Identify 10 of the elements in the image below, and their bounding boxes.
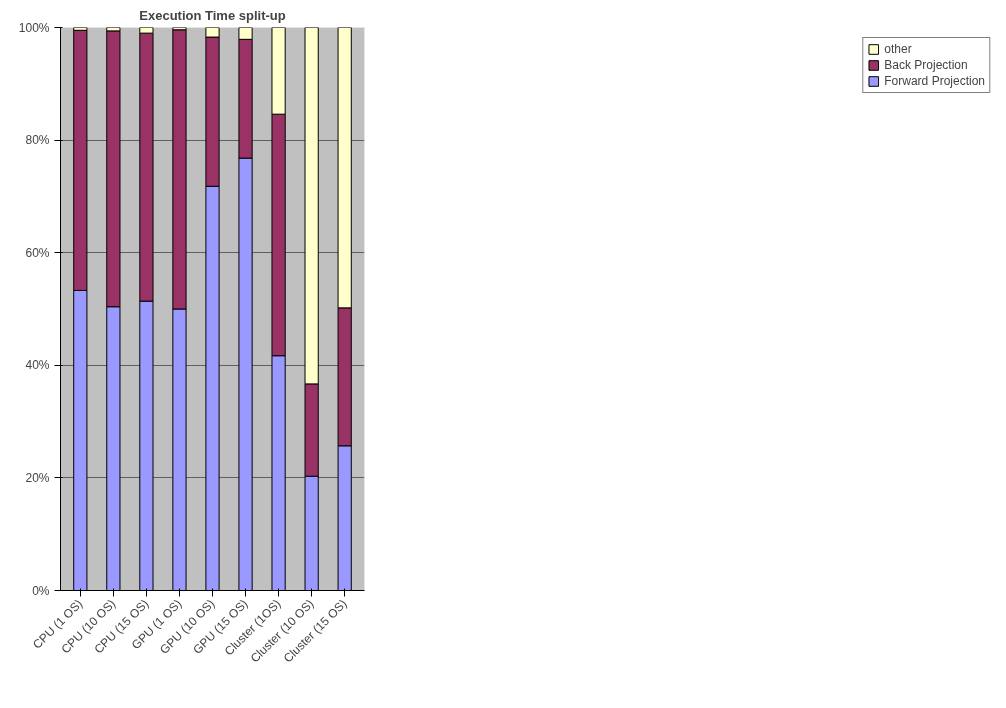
y-tick-label: 20% — [25, 470, 50, 485]
y-tick-label: 80% — [25, 133, 50, 148]
legend-label: Back Projection — [884, 58, 968, 72]
y-tick-label: 40% — [25, 358, 50, 373]
y-tick-label: 60% — [25, 245, 50, 260]
chart-title: Execution Time split-up — [139, 7, 286, 23]
legend-label: Forward Projection — [884, 74, 985, 88]
y-tick-label: 0% — [32, 583, 50, 598]
legend-label: other — [884, 42, 912, 56]
y-tick-label: 100% — [18, 20, 50, 35]
